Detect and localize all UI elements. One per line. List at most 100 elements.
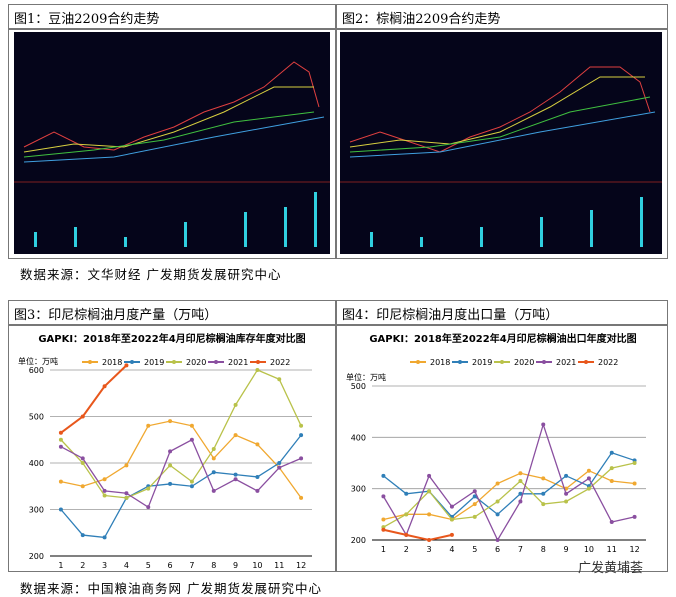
- data-point: [58, 479, 63, 484]
- y-tick-label: 400: [351, 433, 366, 442]
- data-point: [495, 538, 500, 542]
- data-point: [609, 478, 614, 483]
- source: 数据来源：中国粮油商务网 广发期货发展研究中心: [20, 581, 322, 596]
- x-tick-label: 1: [381, 545, 386, 554]
- data-point: [58, 444, 63, 449]
- x-tick-label: 3: [427, 545, 432, 554]
- data-point: [404, 512, 409, 517]
- x-tick-label: 9: [233, 561, 238, 570]
- data-point: [564, 499, 569, 504]
- legend-label: 2018: [102, 358, 122, 367]
- data-point: [564, 473, 569, 478]
- data-point: [102, 535, 107, 540]
- divider: [335, 4, 337, 259]
- x-tick-label: 2: [80, 561, 85, 570]
- data-point: [189, 437, 194, 442]
- series-line: [383, 528, 453, 542]
- legend-marker: [130, 360, 134, 364]
- data-point: [146, 486, 151, 491]
- x-tick-label: 1: [58, 561, 63, 570]
- data-point: [211, 456, 216, 461]
- data-point: [102, 488, 107, 493]
- x-tick-label: 2: [404, 545, 409, 554]
- data-point: [472, 489, 477, 494]
- x-tick-label: 12: [629, 545, 639, 554]
- legend-label: 2020: [514, 358, 534, 367]
- data-point: [541, 422, 546, 427]
- data-point: [277, 465, 282, 470]
- data-point: [168, 449, 173, 454]
- data-point: [211, 470, 216, 475]
- data-point: [233, 402, 238, 407]
- x-tick-label: 7: [518, 545, 523, 554]
- y-tick-label: 200: [351, 536, 366, 545]
- data-point: [632, 481, 637, 486]
- series-line: [60, 364, 128, 434]
- data-point: [541, 476, 546, 481]
- data-point: [541, 491, 546, 496]
- data-point: [80, 484, 85, 489]
- data-point: [586, 468, 591, 473]
- legend-marker: [214, 360, 218, 364]
- data-point: [472, 494, 477, 499]
- x-tick-label: 3: [102, 561, 107, 570]
- series-line: [60, 420, 302, 499]
- kline-panel: [340, 32, 662, 254]
- data-point: [233, 472, 238, 477]
- data-point: [299, 423, 304, 428]
- x-tick-label: 6: [168, 561, 173, 570]
- y-tick-label: 200: [29, 552, 44, 561]
- data-point: [609, 520, 614, 525]
- legend-label: 2019: [472, 358, 492, 367]
- data-point: [102, 477, 107, 482]
- data-point: [58, 430, 63, 435]
- legend-label: 2021: [228, 358, 248, 367]
- data-point: [168, 419, 173, 424]
- data-point: [124, 495, 129, 500]
- x-tick-label: 10: [252, 561, 262, 570]
- data-point: [189, 479, 194, 484]
- data-point: [427, 489, 432, 494]
- data-point: [564, 491, 569, 496]
- y-tick-label: 500: [351, 382, 366, 391]
- legend-marker: [172, 360, 176, 364]
- legend-marker: [542, 360, 546, 364]
- line-chart: GAPKI：2018年至2022年4月印尼棕榈油库存年度对比图 2018 2019 2…: [18, 332, 312, 570]
- x-tick-label: 10: [584, 545, 594, 554]
- data-point: [404, 532, 409, 537]
- data-point: [632, 514, 637, 519]
- data-point: [255, 368, 260, 372]
- y-tick-label: 500: [29, 413, 44, 422]
- caption: 图3：印尼棕榈油月度产量（万吨）: [14, 308, 218, 323]
- series-line: [383, 469, 635, 521]
- line-chart: GAPKI：2018年至2022年4月印尼棕榈油出口年度对比图 2018 2019 2…: [346, 332, 646, 554]
- data-point: [299, 495, 304, 500]
- data-point: [277, 461, 282, 465]
- legend-label: 2022: [598, 358, 618, 367]
- data-point: [255, 488, 260, 493]
- data-point: [427, 473, 432, 478]
- data-point: [495, 499, 500, 504]
- x-tick-label: 11: [607, 545, 617, 554]
- series-line: [60, 438, 302, 509]
- data-point: [233, 477, 238, 482]
- chart-title: GAPKI：2018年至2022年4月印尼棕榈油出口年度对比图: [369, 332, 636, 345]
- source: 数据来源：文华财经 广发期货发展研究中心: [20, 267, 282, 282]
- data-point: [381, 517, 386, 522]
- data-point: [518, 491, 523, 496]
- data-point: [518, 471, 523, 476]
- data-point: [472, 502, 477, 507]
- y-tick-label: 600: [29, 366, 44, 375]
- caption: 图1：豆油2209合约走势: [14, 12, 160, 27]
- unit-label: 单位：万吨: [18, 356, 58, 366]
- data-point: [233, 433, 238, 438]
- data-point: [404, 491, 409, 496]
- data-point: [609, 466, 614, 471]
- data-point: [189, 423, 194, 428]
- y-tick-label: 400: [29, 459, 44, 468]
- x-tick-label: 4: [449, 545, 454, 554]
- data-point: [449, 532, 454, 537]
- x-tick-label: 11: [274, 561, 284, 570]
- x-tick-label: 8: [211, 561, 216, 570]
- data-point: [449, 504, 454, 509]
